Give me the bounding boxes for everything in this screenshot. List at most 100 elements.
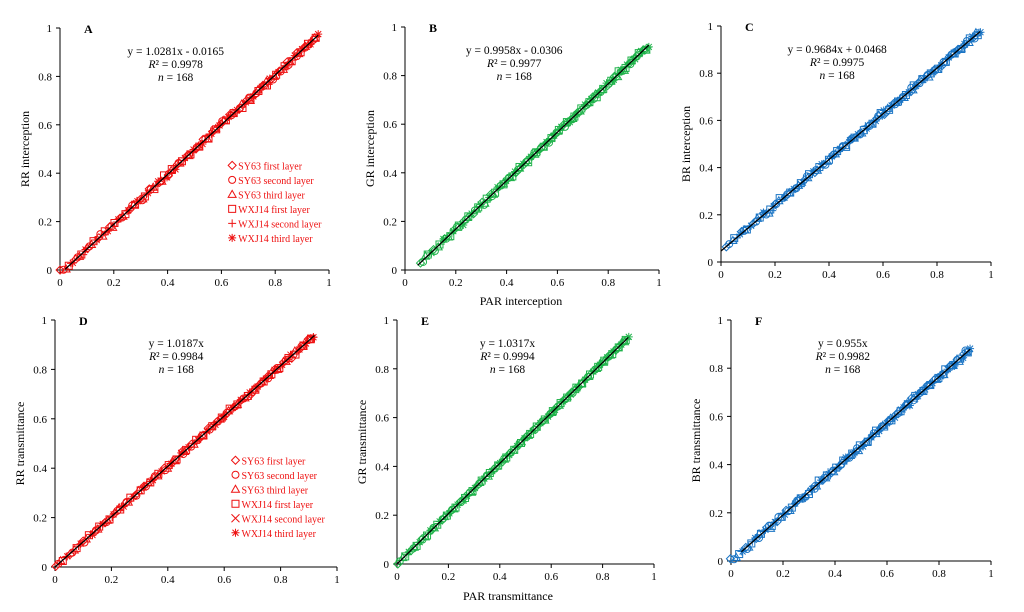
data-point bbox=[314, 30, 323, 39]
data-point bbox=[842, 142, 851, 151]
fit-line bbox=[417, 44, 650, 266]
sample-size-value: = 168 bbox=[825, 70, 855, 82]
x-tick-label: 0 bbox=[394, 571, 400, 583]
data-point bbox=[270, 365, 279, 374]
data-point bbox=[802, 172, 811, 181]
y-tick-label: 0.4 bbox=[375, 461, 389, 473]
data-point bbox=[128, 201, 137, 210]
data-point bbox=[644, 42, 653, 51]
y-axis-label: BR transmittance bbox=[689, 399, 703, 483]
legend-marker bbox=[227, 189, 238, 198]
x-tick-label: 0.6 bbox=[551, 277, 565, 289]
data-point bbox=[64, 261, 73, 270]
legend-label: SY63 first layer bbox=[241, 456, 306, 467]
data-point bbox=[725, 240, 734, 249]
data-point bbox=[306, 40, 315, 49]
fit-line bbox=[54, 335, 315, 568]
r-squared-symbol: R bbox=[147, 59, 155, 71]
x-tick-label: 1 bbox=[651, 571, 657, 583]
y-tick-label: 0.8 bbox=[38, 71, 52, 83]
data-point bbox=[954, 45, 963, 54]
y-tick-label: 0.6 bbox=[383, 119, 397, 131]
y-tick-label: 0.4 bbox=[383, 168, 397, 180]
data-point bbox=[505, 172, 516, 182]
data-point bbox=[905, 401, 914, 410]
data-point bbox=[437, 515, 448, 525]
fit-line bbox=[720, 31, 981, 252]
r-squared: R² = 0.9994 bbox=[479, 351, 535, 363]
data-point bbox=[69, 544, 80, 554]
x-tick-label: 0 bbox=[57, 277, 63, 289]
data-point bbox=[72, 544, 81, 553]
data-point bbox=[439, 234, 448, 243]
data-point bbox=[195, 433, 205, 443]
data-point bbox=[941, 57, 950, 66]
sample-size-symbol: n bbox=[490, 364, 496, 376]
data-point bbox=[537, 143, 546, 152]
legend-marker bbox=[230, 455, 241, 465]
y-axis-label: GR interception bbox=[363, 110, 377, 187]
x-tick-label: 0.4 bbox=[161, 277, 175, 289]
data-point bbox=[937, 61, 947, 71]
legend-label: SY63 first layer bbox=[238, 161, 303, 172]
data-point bbox=[624, 332, 633, 341]
data-point bbox=[915, 79, 924, 88]
y-tick-label: 0 bbox=[718, 556, 724, 568]
r-squared-symbol: R bbox=[809, 57, 817, 69]
data-point bbox=[505, 450, 514, 459]
x-tick-label: 0.4 bbox=[493, 571, 507, 583]
r-squared-symbol: R bbox=[479, 351, 487, 363]
data-point bbox=[796, 494, 805, 503]
data-point bbox=[154, 177, 165, 188]
sample-size: n = 168 bbox=[490, 364, 525, 376]
sample-size: n = 168 bbox=[158, 72, 193, 84]
x-tick-label: 0 bbox=[718, 269, 724, 281]
r-squared-value: ² = 0.9978 bbox=[156, 59, 204, 71]
y-tick-label: 1 bbox=[718, 315, 724, 327]
data-points bbox=[725, 344, 975, 564]
y-tick-label: 0.2 bbox=[33, 513, 47, 525]
sample-size: n = 168 bbox=[819, 70, 854, 82]
y-tick-label: 0.6 bbox=[699, 115, 713, 127]
x-tick-label: 0.6 bbox=[544, 571, 558, 583]
panel-letter: E bbox=[421, 314, 429, 328]
x-tick-label: 0.2 bbox=[107, 277, 121, 289]
panel-e: 0 0.2 0.4 0.6 0.8 1 0 0.2 0.4 0.6 0.8 1 GR transmitt… bbox=[355, 314, 657, 583]
data-point bbox=[415, 258, 426, 268]
data-point bbox=[809, 167, 818, 176]
fit-equation: y = 1.0317x bbox=[480, 338, 536, 350]
data-point bbox=[299, 341, 308, 350]
sample-size: n = 168 bbox=[159, 364, 194, 376]
legend-label: WXJ14 second layer bbox=[241, 514, 325, 525]
y-tick-label: 0.6 bbox=[38, 120, 52, 132]
data-point bbox=[264, 370, 275, 379]
x-tick-label: 0.2 bbox=[105, 574, 119, 586]
data-point bbox=[215, 121, 224, 130]
y-tick-label: 0.2 bbox=[709, 508, 723, 520]
x-axis-label-bottom: PAR transmittance bbox=[463, 589, 553, 603]
data-point bbox=[168, 457, 178, 468]
y-axis-label: RR interception bbox=[18, 111, 32, 187]
data-point bbox=[429, 522, 440, 532]
data-point bbox=[976, 28, 985, 37]
r-squared: R² = 0.9975 bbox=[809, 57, 865, 69]
data-point bbox=[736, 226, 747, 237]
data-point bbox=[287, 57, 296, 66]
x-tick-label: 0.8 bbox=[930, 269, 944, 281]
legend-label: SY63 second layer bbox=[241, 471, 317, 482]
data-point bbox=[103, 227, 112, 236]
r-squared: R² = 0.9977 bbox=[486, 58, 542, 70]
legend-label: WXJ14 second layer bbox=[238, 219, 322, 230]
sample-size-value: = 168 bbox=[164, 364, 194, 376]
data-point bbox=[780, 510, 789, 519]
x-tick-label: 1 bbox=[988, 269, 994, 281]
y-tick-label: 1 bbox=[708, 21, 714, 33]
r-squared-value: ² = 0.9994 bbox=[487, 351, 535, 363]
panel-letter: B bbox=[429, 21, 437, 35]
data-point bbox=[174, 158, 185, 167]
sample-size: n = 168 bbox=[825, 364, 860, 376]
data-point bbox=[233, 400, 242, 409]
x-tick-label: 1 bbox=[988, 568, 994, 580]
y-tick-label: 1 bbox=[392, 22, 398, 34]
